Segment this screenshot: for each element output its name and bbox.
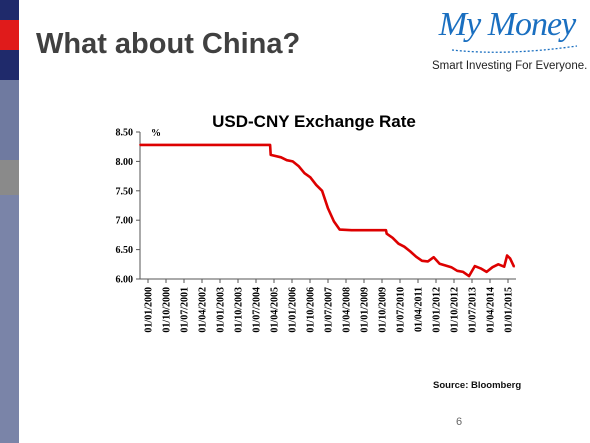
source-note: Source: Bloomberg [433,380,522,391]
data-point [421,259,423,262]
data-point [315,184,318,186]
x-tick-label: 01/04/2008 [342,287,353,333]
data-point [513,265,515,268]
data-point [497,263,500,266]
data-point [432,256,435,259]
x-tick-label: 01/10/2006 [306,287,317,333]
y-unit-label: % [151,128,161,139]
x-tick-label: 01/04/2014 [486,287,497,333]
sidebar-grey-block [0,160,19,195]
x-tick-label: 01/10/2000 [162,287,173,333]
x-tick-label: 01/07/2013 [468,287,479,333]
data-point [391,236,394,239]
data-point [280,156,282,159]
data-point [362,229,365,232]
data-point [350,229,353,232]
data-point [415,255,417,258]
data-point [462,271,464,273]
x-tick-label: 01/07/2010 [396,287,407,333]
sidebar-accent-block [0,20,19,50]
x-tick-label: 01/01/2015 [504,287,515,333]
data-point [509,257,511,260]
data-point [456,269,459,272]
data-point [309,176,312,179]
x-tick-label: 01/04/2011 [414,287,425,332]
x-tick-label: 01/10/2012 [450,287,461,333]
data-point [269,144,271,146]
data-point [374,229,376,232]
page-number: 6 [456,416,463,428]
usd-cny-series-line [140,143,516,278]
data-point [385,229,387,232]
data-point [491,266,494,269]
x-tick-label: 01/07/2007 [324,287,335,333]
logo-wordmark: My Money [438,6,576,43]
x-tick-label: 01/04/2002 [198,287,209,333]
data-point [269,154,272,156]
data-point [479,267,482,270]
sidebar-lower-block [0,195,19,443]
data-point [291,160,294,163]
data-point [468,275,470,277]
data-point [139,144,141,146]
chart-title: USD-CNY Exchange Rate [212,112,416,131]
y-tick-label: 8.50 [116,128,134,139]
logo-underline-icon [451,45,578,53]
data-point [303,172,306,175]
x-tick-label: 01/01/2000 [144,287,155,333]
x-tick-label: 01/04/2005 [270,287,281,333]
x-tick-label: 01/01/2003 [216,287,227,333]
data-point [285,159,288,162]
y-tick-label: 7.00 [116,216,134,227]
x-tick-label: 01/10/2009 [378,287,389,333]
chart-series [139,143,516,278]
slide-title: What about China? [36,28,301,60]
x-tick-labels: 01/01/2000 01/10/2000 01/07/2001 01/04/2002… [144,279,515,333]
data-point [427,260,429,263]
data-point [321,189,323,192]
data-point [485,271,488,273]
y-tick-label: 8.00 [116,157,134,168]
data-point [397,242,400,245]
y-tick-label: 7.50 [116,186,134,197]
data-point [409,250,412,253]
data-point [450,266,453,269]
my-money-logo: My Money Smart Investing For Everyone. [432,6,588,80]
data-point [333,220,335,223]
data-point [444,264,447,267]
x-tick-label: 01/07/2001 [180,287,191,333]
data-point [327,207,329,210]
y-tick-labels: 8.50 8.00 7.50 7.00 6.50 6.00 [116,128,140,286]
exchange-rate-chart: USD-CNY Exchange Rate % 8.50 8.00 7.50 7.00… [103,103,526,350]
data-point [506,254,508,257]
x-tick-label: 01/01/2006 [288,287,299,333]
x-tick-label: 01/01/2009 [360,287,371,333]
data-point [503,265,506,268]
data-point [297,165,300,167]
logo-tagline: Smart Investing For Everyone. [432,60,588,72]
data-point [403,245,406,248]
x-tick-label: 01/07/2004 [252,287,263,333]
x-tick-label: 01/10/2003 [234,287,245,333]
data-point [385,232,388,235]
y-tick-label: 6.00 [116,275,134,286]
data-point [338,228,341,231]
x-tick-label: 01/01/2012 [432,287,443,333]
chart-svg: USD-CNY Exchange Rate % 8.50 8.00 7.50 7.00… [116,112,516,333]
data-point [438,262,441,265]
y-tick-label: 6.50 [116,245,134,256]
data-point [473,265,476,267]
